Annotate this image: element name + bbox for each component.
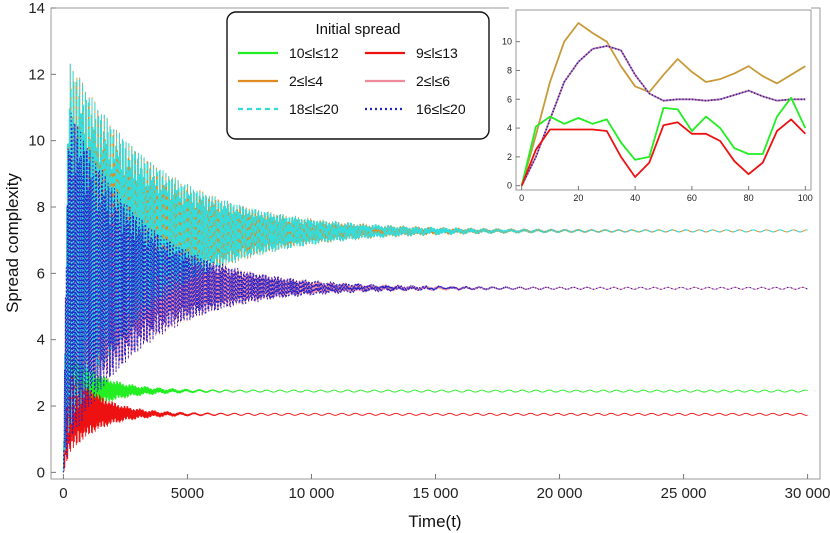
y-tick-label: 6 [37, 265, 45, 282]
inset-y-tick-label: 4 [507, 123, 512, 133]
inset-series-line [520, 96, 807, 186]
inset-x-tick-label: 0 [519, 193, 524, 203]
main-series-line [62, 63, 808, 473]
inset-x-tick-label: 60 [687, 193, 697, 203]
inset-y-tick-label: 10 [502, 37, 512, 47]
inset-chart: 0 20 40 60 80 100 0 2 4 6 8 10 [502, 6, 813, 203]
y-tick-label: 12 [28, 66, 45, 83]
legend-label: 2≤l≤6 [416, 73, 450, 89]
x-tick-label: 5000 [171, 485, 204, 502]
y-tick-label: 0 [37, 464, 45, 481]
inset-x-tick-label: 40 [630, 193, 640, 203]
legend-label: 2≤l≤4 [289, 73, 323, 89]
x-tick-label: 30 000 [785, 485, 830, 502]
inset-background [509, 6, 811, 200]
legend-title: Initial spread [315, 21, 400, 38]
inset-series-line [520, 22, 806, 186]
y-tick-label: 10 [28, 133, 45, 150]
inset-frame [515, 9, 812, 191]
inset-series-line [520, 45, 806, 187]
inset-series-line [520, 118, 806, 187]
inset-x-tick-label: 100 [798, 193, 813, 203]
x-tick-label: 25 000 [661, 485, 707, 502]
y-tick-label: 2 [37, 398, 45, 415]
y-tick-label: 14 [28, 0, 45, 17]
main-axes-group: 0 5000 10 000 15 000 20 000 25 000 30 000 0 2 4 6 8… [28, 0, 830, 502]
legend: Initial spread 10≤l≤12 9≤l≤13 2≤l≤4 2≤l≤6 18… [226, 11, 490, 140]
legend-label: 16≤l≤20 [416, 101, 466, 117]
inset-x-tick-label: 80 [744, 193, 754, 203]
inset-y-tick-label: 6 [507, 94, 512, 104]
inset-x-tick-label: 20 [573, 193, 583, 203]
main-series-group [62, 63, 808, 473]
inset-axes-group: 0 20 40 60 80 100 0 2 4 6 8 10 [502, 37, 813, 203]
y-axis-title: Spread complexity [3, 173, 22, 313]
legend-label: 10≤l≤12 [289, 45, 339, 61]
y-tick-label: 8 [37, 199, 45, 216]
x-tick-label: 15 000 [413, 485, 459, 502]
inset-y-tick-label: 8 [507, 65, 512, 75]
main-series-line [62, 354, 808, 473]
x-tick-label: 10 000 [289, 485, 335, 502]
inset-y-tick-label: 0 [507, 181, 512, 191]
legend-label: 18≤l≤20 [289, 101, 339, 117]
inset-series-group [520, 22, 807, 187]
main-series-line [62, 366, 808, 473]
legend-label: 9≤l≤13 [416, 45, 458, 61]
inset-y-tick-label: 2 [507, 152, 512, 162]
legend-entries: 10≤l≤12 9≤l≤13 2≤l≤4 2≤l≤6 18≤l≤20 16≤l≤20 [238, 45, 466, 117]
y-tick-label: 4 [37, 332, 45, 349]
main-series-line [62, 112, 808, 473]
x-axis-title: Time(t) [408, 512, 461, 531]
x-tick-label: 0 [59, 485, 67, 502]
legend-box [226, 11, 490, 140]
x-tick-label: 20 000 [537, 485, 583, 502]
